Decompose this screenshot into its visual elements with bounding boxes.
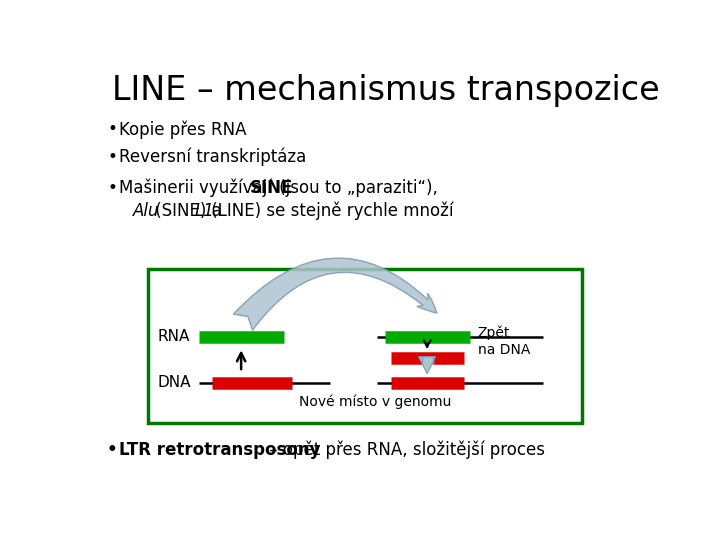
Text: Zpět
na DNA: Zpět na DNA: [477, 326, 530, 356]
Text: SINE: SINE: [250, 179, 293, 197]
Text: – opět přes RNA, složitější proces: – opět přes RNA, složitější proces: [264, 441, 544, 459]
Text: DNA: DNA: [158, 375, 191, 390]
Text: Mašinerii využívají: Mašinerii využívají: [120, 179, 278, 197]
Text: RNA: RNA: [158, 329, 190, 344]
Text: (SINE) a: (SINE) a: [150, 202, 228, 220]
Text: LINE – mechanismus transpozice: LINE – mechanismus transpozice: [112, 74, 660, 107]
Text: •: •: [107, 441, 117, 458]
Text: •: •: [107, 120, 117, 138]
Polygon shape: [418, 356, 436, 374]
Text: Alu: Alu: [132, 202, 159, 220]
Text: L1: L1: [194, 202, 215, 220]
FancyBboxPatch shape: [148, 269, 582, 423]
Text: (jsou to „paraziti“),: (jsou to „paraziti“),: [274, 179, 438, 197]
Text: LTR retrotransposony: LTR retrotransposony: [120, 441, 321, 458]
Text: •: •: [107, 179, 117, 197]
Text: Reversní transkriptáza: Reversní transkriptáza: [120, 148, 307, 166]
Text: Nové místo v genomu: Nové místo v genomu: [300, 395, 451, 409]
FancyArrowPatch shape: [233, 258, 437, 330]
Text: •: •: [107, 148, 117, 166]
Text: Kopie přes RNA: Kopie přes RNA: [120, 120, 247, 139]
Text: (LINE) se stejně rychle množí: (LINE) se stejně rychle množí: [206, 202, 454, 220]
